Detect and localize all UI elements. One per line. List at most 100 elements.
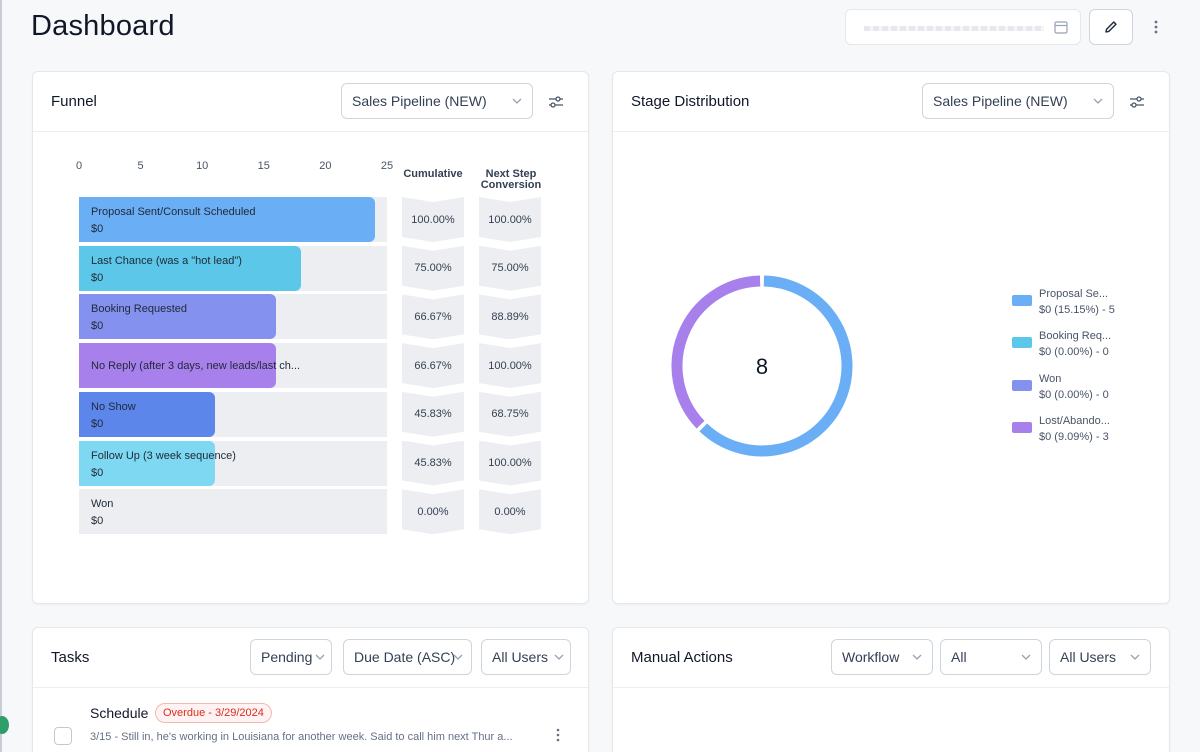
chevron-down-icon	[912, 654, 922, 660]
chevron-down-icon	[1130, 654, 1140, 660]
funnel-stage-label: No Reply (after 3 days, new leads/last c…	[91, 360, 301, 373]
next-step-conversion-cell: 100.00%	[479, 441, 541, 486]
legend-swatch	[1012, 422, 1032, 433]
funnel-stage-label: Last Chance (was a "hot lead")	[91, 254, 242, 267]
legend-item[interactable]: Lost/Abando... $0 (9.09%) - 3	[1012, 415, 1172, 447]
chevron-down-icon	[512, 98, 522, 104]
next-step-header-line2: Conversion	[480, 179, 542, 191]
overdue-badge: Overdue - 3/29/2024	[155, 703, 272, 723]
legend-value: $0 (9.09%) - 3	[1039, 431, 1109, 443]
axis-tick-label: 5	[137, 160, 144, 172]
legend-item[interactable]: Proposal Se... $0 (15.15%) - 5	[1012, 288, 1172, 320]
cumulative-cell: 45.83%	[402, 392, 464, 437]
manual-users-select[interactable]: All Users	[1049, 639, 1151, 675]
funnel-row-track	[79, 489, 387, 535]
legend-name: Booking Req...	[1039, 330, 1112, 342]
funnel-bar[interactable]	[79, 391, 215, 437]
funnel-stage-value: $0	[91, 515, 104, 528]
date-range-picker[interactable]	[845, 9, 1081, 45]
funnel-title: Funnel	[51, 93, 97, 110]
manual-actions-card: Manual Actions Workflow All All Users	[612, 627, 1170, 752]
next-step-conversion-cell: 68.75%	[479, 392, 541, 437]
edit-button[interactable]	[1089, 9, 1133, 45]
legend-name: Proposal Se...	[1039, 288, 1109, 300]
manual-filter-select[interactable]: All	[940, 639, 1042, 675]
funnel-stage-label: Follow Up (3 week sequence)	[91, 449, 236, 462]
funnel-bar[interactable]	[79, 294, 277, 340]
side-indicator-icon[interactable]	[0, 716, 9, 734]
funnel-chart: Cumulative Next Step Conversion 0 5 10 15 20…	[32, 71, 589, 604]
manual-users-value: All Users	[1060, 649, 1117, 665]
chevron-down-icon	[554, 654, 564, 660]
funnel-bar[interactable]	[79, 245, 301, 291]
cumulative-cell: 66.67%	[402, 294, 464, 339]
funnel-card-header: Funnel Sales Pipeline (NEW)	[33, 72, 588, 132]
legend-name: Lost/Abando...	[1039, 415, 1110, 427]
funnel-stage-label: Won	[91, 498, 114, 511]
funnel-bar[interactable]	[79, 440, 215, 486]
funnel-stage-label: Booking Requested	[91, 303, 188, 316]
funnel-pipeline-select[interactable]: Sales Pipeline (NEW)	[341, 83, 533, 119]
legend-swatch	[1012, 380, 1032, 391]
task-more-icon[interactable]	[556, 728, 562, 742]
next-step-conversion-cell: 88.89%	[479, 294, 541, 339]
next-step-header-line1: Next Step	[485, 168, 537, 180]
chevron-down-icon	[1093, 98, 1103, 104]
funnel-stage-value: $0	[91, 417, 104, 430]
stage-distribution-header: Stage Distribution Sales Pipeline (NEW)	[613, 72, 1169, 132]
settings-sliders-icon[interactable]	[548, 95, 564, 109]
stage-pipeline-select[interactable]: Sales Pipeline (NEW)	[922, 83, 1114, 119]
axis-tick-label: 25	[380, 160, 394, 172]
next-step-conversion-header: Next Step Conversion	[480, 169, 542, 191]
top-bar: Dashboard	[0, 0, 1200, 60]
manual-actions-title: Manual Actions	[631, 649, 733, 666]
cumulative-cell: 66.67%	[402, 343, 464, 388]
next-step-conversion-cell: 0.00%	[479, 489, 541, 534]
legend-value: $0 (15.15%) - 5	[1039, 304, 1115, 316]
cumulative-cell: 100.00%	[402, 197, 464, 242]
settings-sliders-icon[interactable]	[1129, 95, 1145, 109]
legend-name: Won	[1039, 373, 1062, 385]
funnel-stage-value: $0	[91, 223, 104, 235]
task-sort-select[interactable]: Due Date (ASC)	[343, 639, 472, 675]
manual-filter-value: All	[951, 649, 967, 665]
task-status-value: Pending	[261, 649, 313, 665]
donut-segment[interactable]	[671, 275, 761, 429]
task-title[interactable]: Schedule	[90, 705, 149, 721]
legend-item[interactable]: Won $0 (0.00%) - 0	[1012, 373, 1172, 405]
stage-pipeline-select-value: Sales Pipeline (NEW)	[933, 93, 1068, 109]
tasks-header: Tasks Pending Due Date (ASC) All Users	[33, 628, 588, 688]
cumulative-cell: 75.00%	[402, 246, 464, 291]
donut-segment[interactable]	[699, 275, 853, 457]
cumulative-cell: 0.00%	[402, 489, 464, 534]
stage-distribution-card: Stage Distribution Sales Pipeline (NEW)	[612, 71, 1170, 604]
manual-type-select[interactable]: Workflow	[831, 639, 933, 675]
manual-type-value: Workflow	[842, 649, 900, 665]
legend-value: $0 (0.00%) - 0	[1039, 389, 1109, 401]
axis-tick-label: 20	[319, 160, 332, 172]
task-status-select[interactable]: Pending	[250, 639, 332, 675]
more-options-icon[interactable]	[1150, 17, 1162, 37]
funnel-stage-label: No Show	[91, 400, 136, 413]
funnel-bar[interactable]	[79, 197, 375, 242]
funnel-pipeline-select-value: Sales Pipeline (NEW)	[352, 93, 487, 109]
chevron-down-icon	[1021, 654, 1031, 660]
funnel-stage-value: $0	[91, 466, 104, 479]
task-checkbox[interactable]	[54, 727, 72, 745]
calendar-icon	[1054, 21, 1068, 34]
funnel-stage-value: $0	[91, 320, 104, 333]
axis-tick-label: 10	[196, 160, 209, 172]
next-step-conversion-cell: 75.00%	[479, 246, 541, 291]
chevron-down-icon	[453, 654, 463, 660]
next-step-conversion-cell: 100.00%	[479, 197, 541, 242]
task-users-select[interactable]: All Users	[481, 639, 571, 675]
page-title: Dashboard	[31, 10, 175, 42]
legend-swatch	[1012, 337, 1032, 348]
legend-item[interactable]: Booking Req... $0 (0.00%) - 0	[1012, 330, 1172, 362]
legend-swatch	[1012, 295, 1032, 306]
legend-value: $0 (0.00%) - 0	[1039, 346, 1109, 358]
funnel-stage-label: Proposal Sent/Consult Scheduled	[91, 206, 256, 218]
axis-tick-label: 15	[257, 160, 270, 172]
funnel-bar[interactable]	[79, 343, 277, 389]
pencil-icon	[1105, 21, 1117, 33]
